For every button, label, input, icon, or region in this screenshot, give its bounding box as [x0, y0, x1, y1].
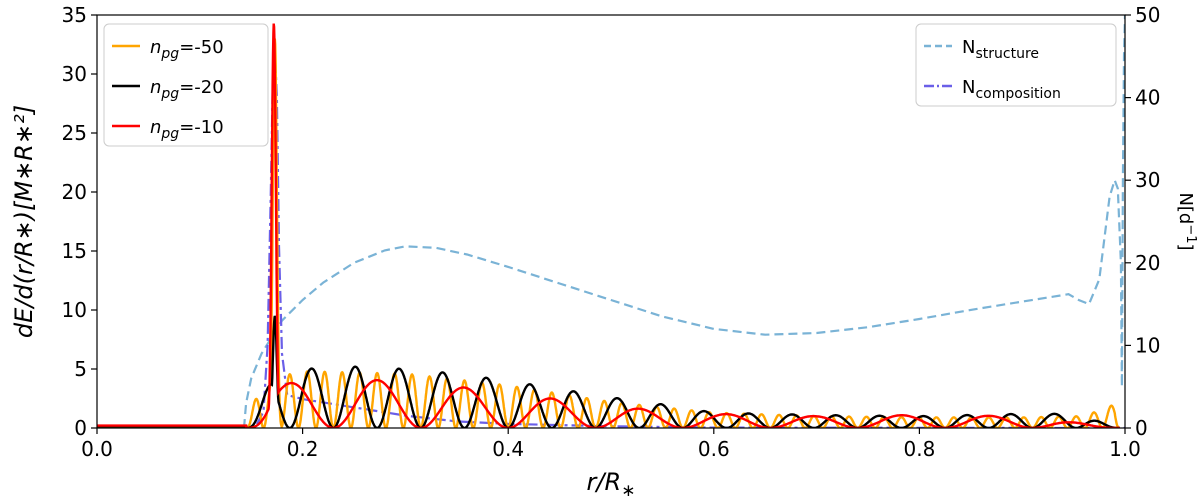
x-tick-label: 0.0 [81, 437, 113, 461]
legend-label: npg=-10 [150, 117, 224, 142]
y-left-tick-label: 20 [62, 180, 87, 204]
x-tick-label: 0.6 [698, 437, 730, 461]
y-left-tick-label: 30 [62, 62, 87, 86]
y-right-tick-label: 10 [1135, 333, 1160, 357]
y-left-tick-label: 25 [62, 121, 87, 145]
y-right-tick-label: 50 [1135, 3, 1160, 27]
plot-frame [96, 14, 1126, 429]
legend-left: npg=-50 npg=-20 npg=-10 [103, 23, 269, 147]
legend-label: npg=-20 [150, 77, 224, 102]
y-right-tick-label: 0 [1135, 416, 1148, 440]
y-right-tick-label: 40 [1135, 86, 1160, 110]
y-right-tick-label: 30 [1135, 168, 1160, 192]
x-axis-label: r/R∗ [587, 468, 636, 498]
y-left-tick-label: 5 [74, 357, 87, 381]
y-left-tick-label: 0 [74, 416, 87, 440]
x-tick-label: 0.4 [492, 437, 524, 461]
series-line-n_pg=-10 [97, 23, 1120, 428]
y-left-tick-label: 10 [62, 298, 87, 322]
legend-label: Nstructure [962, 37, 1039, 62]
ticks: 0.0 0.2 0.4 0.6 0.8 1.00510152025303501020304… [62, 3, 1161, 461]
x-tick-label: 0.8 [903, 437, 935, 461]
y-axis-label-right: N[d−1] [1175, 192, 1198, 250]
series-line-N_structure [242, 15, 1125, 428]
legend-label: npg=-50 [150, 37, 224, 62]
legend-frame [915, 23, 1117, 107]
x-tick-label: 0.2 [287, 437, 319, 461]
legend-right: Nstructure Ncomposition [915, 23, 1117, 107]
y-right-tick-label: 20 [1135, 251, 1160, 275]
y-axis-label-left: dE/d(r/R∗)[M∗R∗²] [10, 105, 38, 338]
legend-label: Ncomposition [962, 77, 1061, 102]
y-left-tick-label: 35 [62, 3, 87, 27]
legend-frame [103, 23, 269, 147]
x-tick-label: 1.0 [1109, 437, 1141, 461]
y-left-tick-label: 15 [62, 239, 87, 263]
